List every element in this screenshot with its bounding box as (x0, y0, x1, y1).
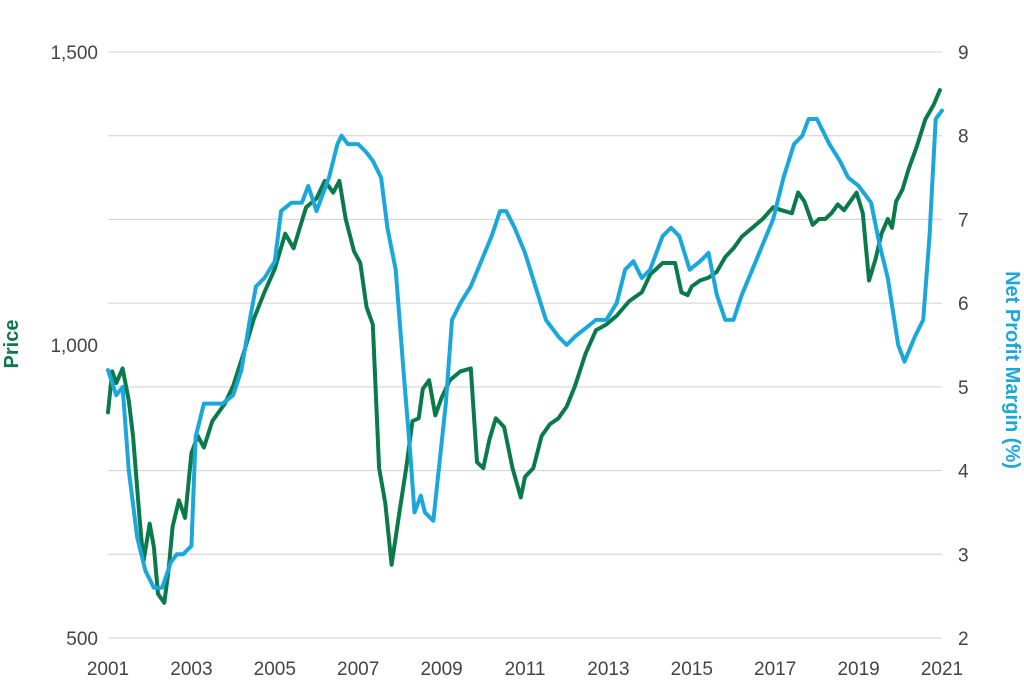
x-tick-label: 2007 (337, 659, 379, 680)
x-tick-label: 2021 (921, 659, 963, 680)
right-axis-title: Net Profit Margin (%) (1001, 271, 1023, 469)
right-tick-label: 9 (958, 43, 969, 64)
right-tick-label: 3 (958, 545, 969, 566)
x-tick-label: 2011 (505, 659, 546, 680)
gridlines (108, 51, 942, 639)
left-tick-label: 500 (66, 629, 98, 650)
left-tick-label: 1,500 (50, 43, 98, 64)
right-tick-label: 4 (958, 462, 969, 483)
left-axis-ticks: 500 1,000 1,500 (50, 43, 98, 650)
right-tick-label: 7 (958, 210, 969, 231)
x-tick-label: 2013 (587, 659, 629, 680)
right-axis-ticks: 2 3 4 5 6 7 8 9 (958, 43, 969, 650)
x-tick-label: 2001 (87, 659, 129, 680)
price-series-line (106, 88, 942, 605)
x-tick-label: 2005 (254, 659, 296, 680)
right-tick-label: 6 (958, 294, 969, 315)
series-lines (106, 88, 944, 605)
x-tick-label: 2009 (420, 659, 462, 680)
right-tick-label: 2 (958, 629, 969, 650)
right-tick-label: 5 (958, 378, 969, 399)
x-tick-label: 2015 (671, 659, 713, 680)
left-tick-label: 1,000 (50, 336, 98, 357)
x-axis-ticks: 2001 2003 2005 2007 2009 2011 2013 2015 2017 2019… (87, 659, 963, 680)
x-tick-label: 2019 (837, 659, 879, 680)
left-axis-title: Price (1, 320, 23, 369)
net-profit-margin-series-line (106, 108, 944, 590)
x-tick-label: 2003 (170, 659, 212, 680)
right-tick-label: 8 (958, 127, 969, 148)
x-tick-label: 2017 (754, 659, 796, 680)
